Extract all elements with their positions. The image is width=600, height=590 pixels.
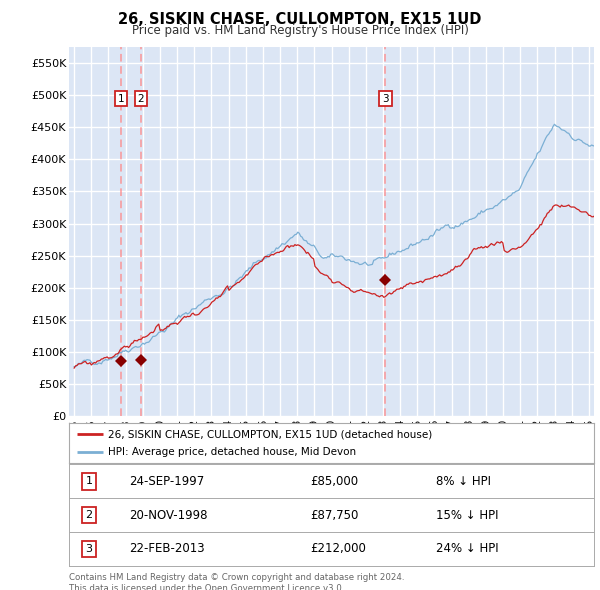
Text: 20-NOV-1998: 20-NOV-1998 — [130, 509, 208, 522]
Text: 26, SISKIN CHASE, CULLOMPTON, EX15 1UD (detached house): 26, SISKIN CHASE, CULLOMPTON, EX15 1UD (… — [109, 430, 433, 440]
Text: 22-FEB-2013: 22-FEB-2013 — [130, 542, 205, 555]
Text: Price paid vs. HM Land Registry's House Price Index (HPI): Price paid vs. HM Land Registry's House … — [131, 24, 469, 37]
Text: 3: 3 — [85, 544, 92, 553]
Text: £85,000: £85,000 — [311, 475, 359, 488]
Text: Contains HM Land Registry data © Crown copyright and database right 2024.
This d: Contains HM Land Registry data © Crown c… — [69, 573, 404, 590]
Text: HPI: Average price, detached house, Mid Devon: HPI: Average price, detached house, Mid … — [109, 447, 356, 457]
Text: 24-SEP-1997: 24-SEP-1997 — [130, 475, 205, 488]
Text: 26, SISKIN CHASE, CULLOMPTON, EX15 1UD: 26, SISKIN CHASE, CULLOMPTON, EX15 1UD — [118, 12, 482, 27]
Text: 8% ↓ HPI: 8% ↓ HPI — [437, 475, 491, 488]
Text: 1: 1 — [85, 477, 92, 486]
Text: 24% ↓ HPI: 24% ↓ HPI — [437, 542, 499, 555]
Text: 2: 2 — [85, 510, 92, 520]
Text: 15% ↓ HPI: 15% ↓ HPI — [437, 509, 499, 522]
Text: £212,000: £212,000 — [311, 542, 367, 555]
Text: £87,750: £87,750 — [311, 509, 359, 522]
Text: 1: 1 — [118, 93, 124, 103]
Text: 3: 3 — [382, 93, 389, 103]
Text: 2: 2 — [137, 93, 144, 103]
